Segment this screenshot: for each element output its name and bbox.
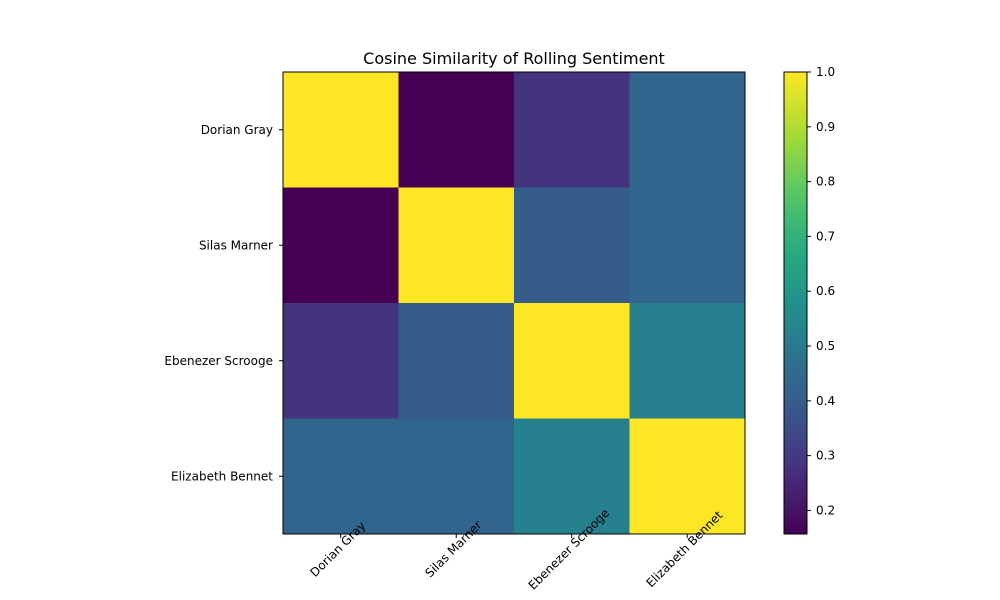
colorbar-frame [783,71,808,535]
y-axis: Dorian Gray Silas Marner Ebenezer Scrooge E… [164,123,283,483]
heatmap-cell [514,187,630,304]
colorbar-tick-label: 0.4 [816,394,835,408]
heatmap-cell [283,72,399,188]
heatmap-cell [514,72,630,188]
heatmap-cell [283,187,399,304]
colorbar-tick-label: 0.3 [816,449,835,463]
heatmap-cell [398,303,515,419]
heatmap-cell [629,187,746,304]
colorbar-axis: 0.2 0.3 0.4 0.5 0.6 0.7 0.8 0.9 1.0 [807,65,835,517]
colorbar-tick-label: 1.0 [816,65,835,79]
heatmap-cell [398,187,515,304]
heatmap-cell [398,418,515,535]
y-tick-label: Elizabeth Bennet [171,469,273,483]
plot-frame [282,71,746,535]
y-tick-label: Ebenezer Scrooge [164,354,273,368]
chart-title: Cosine Similarity of Rolling Sentiment [363,49,665,68]
colorbar [784,72,807,534]
y-tick-label: Dorian Gray [201,123,273,137]
heatmap-cell [283,418,399,535]
colorbar-tick-label: 0.7 [816,229,835,243]
colorbar-tick-label: 0.2 [816,503,835,517]
heatmap-cells [283,72,746,535]
heatmap-cell [514,418,630,535]
colorbar-tick-label: 0.9 [816,120,835,134]
y-tick-label: Silas Marner [199,238,273,252]
heatmap-cell [398,72,515,188]
colorbar-tick-label: 0.6 [816,284,835,298]
colorbar-tick-label: 0.8 [816,175,835,189]
heatmap-cell [629,303,746,419]
heatmap-cell [629,418,746,535]
colorbar-tick-label: 0.5 [816,339,835,353]
heatmap-cell [629,72,746,188]
heatmap-cell [283,303,399,419]
heatmap-cell [514,303,630,419]
